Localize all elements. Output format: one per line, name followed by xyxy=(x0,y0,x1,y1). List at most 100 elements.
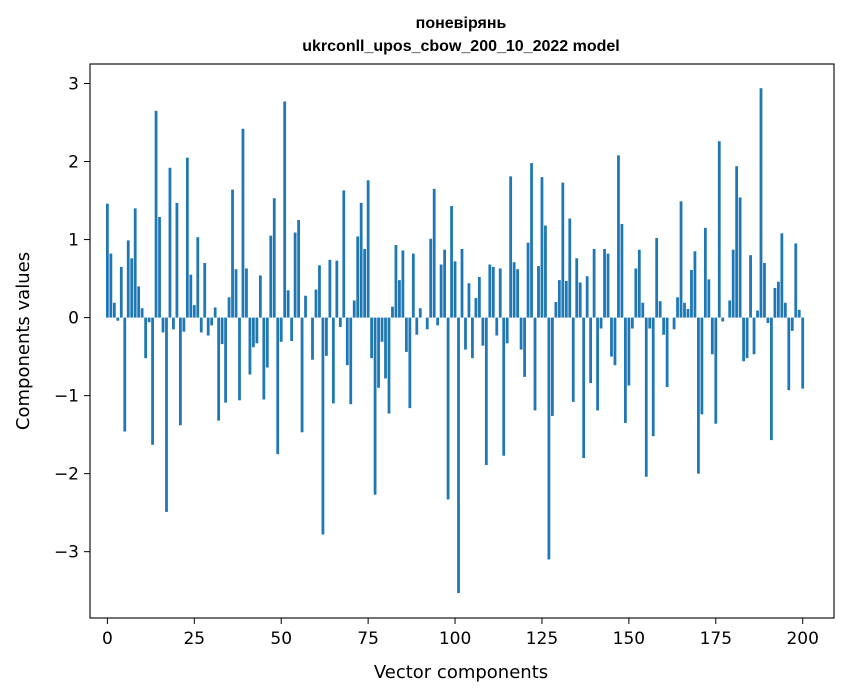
bar-85 xyxy=(401,250,405,318)
bar-51 xyxy=(283,101,287,318)
bar-159 xyxy=(658,301,662,318)
bar-133 xyxy=(568,218,572,318)
bar-70 xyxy=(349,317,353,405)
bar-15 xyxy=(158,216,161,318)
bar-36 xyxy=(231,189,234,318)
bar-139 xyxy=(589,317,593,384)
bar-34 xyxy=(224,317,227,403)
bar-148 xyxy=(620,223,624,318)
bar-69 xyxy=(345,317,349,366)
bar-6 xyxy=(126,240,130,318)
bar-145 xyxy=(610,317,613,357)
y-tick-label: 3 xyxy=(68,75,79,95)
bar-21 xyxy=(179,317,182,426)
bar-182 xyxy=(738,197,742,318)
bar-67 xyxy=(338,317,342,327)
x-tick-label: 200 xyxy=(786,629,818,649)
y-tick-label: −1 xyxy=(54,387,79,407)
bar-89 xyxy=(415,317,419,335)
bar-168 xyxy=(690,269,693,318)
bar-17 xyxy=(165,317,168,512)
bar-74 xyxy=(363,248,367,318)
bar-172 xyxy=(703,227,707,318)
bar-100 xyxy=(453,261,457,318)
bar-141 xyxy=(596,317,599,411)
bar-122 xyxy=(530,163,533,318)
bar-71 xyxy=(352,300,356,318)
bar-97 xyxy=(443,249,447,318)
bar-87 xyxy=(408,317,412,409)
bar-161 xyxy=(665,317,669,388)
bar-55 xyxy=(297,220,300,318)
bar-83 xyxy=(394,245,398,318)
x-tick-label: 125 xyxy=(526,629,558,649)
bar-115 xyxy=(505,317,509,344)
bar-94 xyxy=(432,188,436,318)
bar-137 xyxy=(582,317,586,459)
bar-190 xyxy=(766,317,770,324)
bar-28 xyxy=(203,262,207,318)
bar-26 xyxy=(196,237,200,318)
bar-106 xyxy=(474,298,478,318)
bar-108 xyxy=(481,317,485,346)
x-tick-label: 175 xyxy=(700,629,732,649)
bar-4 xyxy=(119,266,123,318)
bar-88 xyxy=(411,253,415,318)
bar-7 xyxy=(130,258,134,318)
bar-80 xyxy=(384,317,387,379)
bar-3 xyxy=(116,317,120,321)
bar-144 xyxy=(606,253,610,318)
bar-117 xyxy=(512,262,516,318)
bar-59 xyxy=(311,317,314,360)
bar-105 xyxy=(471,317,474,359)
x-tick-label: 100 xyxy=(439,629,471,649)
bar-156 xyxy=(648,317,652,329)
bar-81 xyxy=(387,317,391,414)
bar-12 xyxy=(147,317,151,323)
bar-49 xyxy=(276,317,280,455)
bar-177 xyxy=(721,317,725,322)
bar-194 xyxy=(780,233,784,318)
bar-47 xyxy=(269,235,273,318)
bar-123 xyxy=(533,317,537,411)
x-tick-label: 0 xyxy=(102,629,113,649)
bar-24 xyxy=(189,274,193,318)
bar-53 xyxy=(290,317,294,341)
bar-127 xyxy=(547,317,551,560)
y-tick-label: −2 xyxy=(54,465,79,485)
bar-119 xyxy=(519,317,523,350)
bar-42 xyxy=(252,317,255,348)
bar-136 xyxy=(578,282,582,318)
bar-40 xyxy=(245,268,248,318)
bar-191 xyxy=(770,317,773,441)
bar-196 xyxy=(787,317,791,391)
bar-98 xyxy=(446,317,450,500)
bar-50 xyxy=(279,317,283,342)
bar-9 xyxy=(137,286,141,318)
bar-31 xyxy=(213,307,217,318)
bar-79 xyxy=(380,317,384,342)
bar-146 xyxy=(613,317,617,366)
bar-165 xyxy=(679,201,683,318)
bar-16 xyxy=(161,317,165,333)
y-axis-ticks: −3 −2 −1 0 1 2 3 xyxy=(54,75,90,563)
bar-171 xyxy=(700,317,704,415)
bar-184 xyxy=(745,317,749,359)
bar-181 xyxy=(735,166,739,318)
bar-66 xyxy=(335,260,339,318)
bar-186 xyxy=(752,317,756,355)
bar-160 xyxy=(662,317,666,335)
y-tick-label: 2 xyxy=(68,153,79,173)
bar-43 xyxy=(255,317,259,344)
bar-37 xyxy=(234,269,238,318)
bar-30 xyxy=(210,317,214,326)
bar-143 xyxy=(603,248,606,318)
bar-113 xyxy=(498,268,502,318)
bar-173 xyxy=(707,279,711,318)
bar-199 xyxy=(797,309,801,318)
x-tick-label: 150 xyxy=(613,629,645,649)
x-tick-label: 50 xyxy=(270,629,292,649)
bar-8 xyxy=(133,208,137,318)
